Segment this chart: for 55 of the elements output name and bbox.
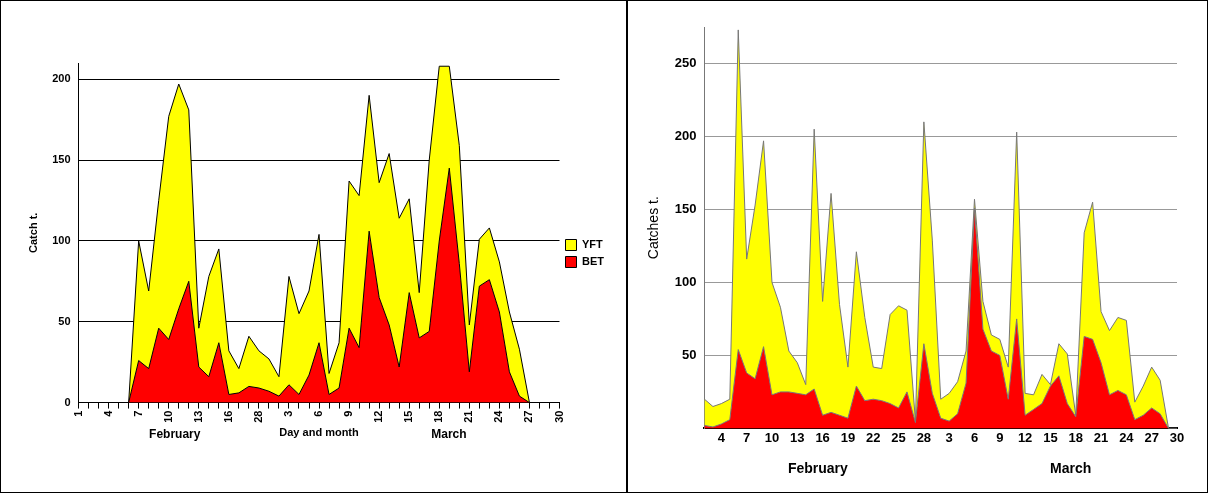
x-tick-label: 24 [492, 409, 505, 423]
x-tick-label: 13 [790, 429, 805, 445]
x-tick-label: 10 [161, 410, 174, 423]
x-tick-label: 16 [815, 429, 830, 445]
x-tick-label: 9 [342, 410, 355, 417]
x-tick-label: 27 [1144, 429, 1159, 445]
x-tick-label: 7 [743, 429, 751, 445]
legend-label: BET [582, 255, 605, 268]
x-tick-label: 27 [522, 410, 535, 423]
x-tick-label: 25 [891, 429, 906, 445]
y-axis-title: Catches t. [645, 196, 662, 260]
x-tick-label: 4 [717, 429, 726, 445]
text: February [787, 459, 849, 476]
text: March [1050, 459, 1092, 476]
y-tick-label: 0 [64, 395, 71, 408]
x-tick-label: 16 [221, 410, 234, 423]
x-tick-label: 6 [970, 429, 979, 445]
x-tick-label: 1 [71, 410, 84, 417]
x-axis-title: Day and month [279, 426, 360, 439]
y-tick-label: 100 [52, 233, 71, 246]
legend-label: YFT [582, 238, 604, 251]
x-tick-label: 30 [552, 410, 565, 423]
y-tick-label: 250 [674, 55, 697, 71]
y-tick-label: 50 [682, 347, 697, 362]
y-tick-label: 150 [52, 153, 71, 166]
x-tick-label: 3 [945, 429, 953, 445]
x-tick-label: 12 [372, 410, 385, 423]
y-tick-label: 200 [52, 72, 71, 85]
x-tick-label: 9 [996, 429, 1004, 445]
x-tick-label: 21 [462, 410, 475, 423]
x-tick-label: 22 [866, 429, 881, 445]
text: March [431, 427, 467, 442]
x-tick-label: 28 [251, 410, 264, 423]
x-tick-label: 10 [764, 429, 780, 445]
x-tick-label: 15 [1043, 429, 1058, 445]
x-tick-label: 28 [916, 429, 932, 445]
x-tick-label: 24 [1119, 429, 1135, 445]
x-tick-label: 6 [312, 410, 325, 417]
x-tick-label: 15 [402, 410, 415, 423]
text: February [149, 427, 201, 442]
x-tick-label: 21 [1093, 429, 1109, 445]
x-tick-label: 12 [1017, 429, 1033, 445]
x-tick-label: 18 [1068, 429, 1083, 445]
y-tick-label: 150 [674, 201, 697, 217]
x-tick-label: 4 [101, 409, 114, 417]
x-tick-label: 19 [840, 429, 856, 445]
y-tick-label: 50 [58, 314, 71, 327]
x-tick-label: 3 [282, 410, 294, 417]
x-tick-label: 13 [191, 410, 204, 423]
y-tick-label: 200 [674, 128, 697, 144]
x-tick-label: 7 [131, 410, 144, 417]
y-tick-label: 100 [674, 274, 697, 290]
x-tick-label: 18 [432, 410, 445, 423]
y-axis-title: Catch t. [26, 212, 39, 253]
x-tick-label: 30 [1169, 429, 1185, 445]
